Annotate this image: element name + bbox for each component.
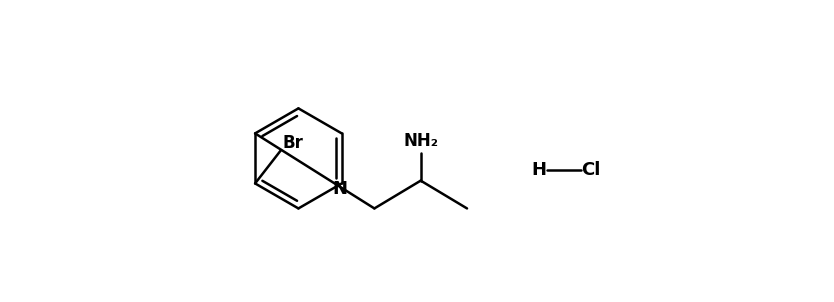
Text: Cl: Cl	[581, 161, 600, 178]
Text: Br: Br	[283, 134, 304, 152]
Text: NH₂: NH₂	[403, 132, 438, 150]
Text: N: N	[333, 180, 348, 198]
Text: H: H	[532, 161, 547, 178]
